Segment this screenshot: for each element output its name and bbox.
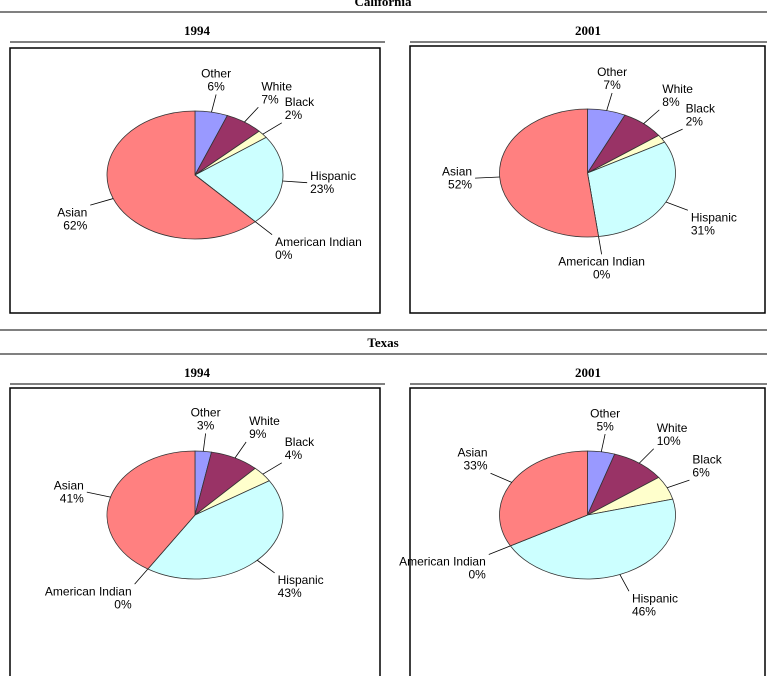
pie-slice [147, 480, 284, 580]
slice-value: 2% [285, 108, 303, 122]
leader-line [488, 545, 511, 555]
slice-value: 3% [197, 419, 215, 433]
leader-line [262, 122, 282, 135]
section-heading: California [354, 0, 412, 9]
leader-line [244, 106, 259, 123]
slice-label: Other [191, 406, 221, 420]
slice-label: White [249, 414, 280, 428]
slice-label: Other [597, 65, 627, 79]
panel-frame [9, 47, 381, 314]
chart-title: 2001 [575, 365, 601, 380]
panel-frame [409, 45, 766, 314]
slice-label: Asian [54, 478, 84, 492]
slice-value: 6% [692, 465, 710, 479]
panel-frame [9, 387, 381, 676]
slice-label: Hispanic [310, 169, 356, 183]
leader-line [90, 198, 114, 206]
slice-value: 0% [593, 267, 611, 281]
slice-label: Asian [57, 205, 87, 219]
slice-value: 0% [114, 597, 132, 611]
slice-label: American Indian [558, 254, 645, 268]
slice-value: 33% [464, 458, 488, 472]
leader-line [606, 92, 613, 111]
slice-value: 6% [207, 80, 225, 94]
pie-slice [194, 136, 284, 223]
chart-title: 2001 [575, 23, 601, 38]
leader-line [666, 479, 690, 489]
leader-line [600, 434, 606, 452]
leader-line [598, 236, 603, 255]
slice-label: Hispanic [691, 210, 737, 224]
leader-line [86, 491, 111, 498]
slice-label: American Indian [399, 555, 486, 569]
slice-value: 0% [468, 568, 486, 582]
slice-label: Black [285, 435, 315, 449]
slice-label: Other [590, 406, 620, 420]
slice-value: 10% [657, 434, 681, 448]
slice-label: American Indian [275, 235, 362, 249]
slice-value: 8% [662, 95, 680, 109]
slice-label: Asian [442, 164, 472, 178]
leader-line [202, 433, 206, 452]
chart-title: 1994 [184, 23, 211, 38]
leader-line [661, 128, 683, 140]
slice-value: 2% [686, 114, 704, 128]
slice-label: Black [285, 95, 315, 109]
leader-line [262, 462, 282, 475]
section-heading: Texas [367, 335, 398, 350]
slice-value: 9% [249, 427, 267, 441]
leader-line [665, 201, 689, 211]
pie-slice [106, 450, 196, 570]
slice-label: White [261, 79, 292, 93]
slice-value: 5% [596, 419, 614, 433]
leader-line [619, 574, 630, 592]
chart-title: 1994 [184, 365, 211, 380]
leader-line [211, 94, 217, 113]
slice-value: 62% [63, 218, 87, 232]
slice-value: 23% [310, 182, 334, 196]
leader-line [643, 109, 660, 124]
slice-label: Black [692, 452, 722, 466]
slice-value: 41% [60, 491, 84, 505]
slice-value: 0% [275, 248, 293, 262]
leader-line [254, 221, 273, 236]
slice-value: 52% [448, 177, 472, 191]
leader-line [256, 559, 275, 574]
slice-label: Other [201, 67, 231, 81]
leader-line [638, 448, 654, 464]
slice-label: Hispanic [278, 573, 324, 587]
slice-value: 7% [603, 78, 621, 92]
slice-label: Asian [458, 445, 488, 459]
pie-slice [499, 450, 588, 547]
slice-value: 31% [691, 223, 715, 237]
leader-line [282, 180, 308, 184]
slice-value: 43% [278, 586, 302, 600]
pie-slice [587, 141, 676, 237]
leader-line [490, 472, 512, 483]
slice-label: White [657, 421, 688, 435]
slice-label: American Indian [45, 584, 132, 598]
leader-line [134, 568, 149, 585]
slice-value: 46% [632, 604, 656, 618]
slice-label: White [662, 82, 693, 96]
slice-label: Hispanic [632, 591, 678, 605]
slice-value: 4% [285, 448, 303, 462]
panel-frame [409, 387, 766, 676]
leader-line [234, 441, 247, 459]
pie-slice [509, 498, 676, 580]
leader-line [475, 176, 500, 179]
slice-value: 7% [261, 92, 279, 106]
pie-slice [499, 108, 599, 238]
slice-label: Black [686, 101, 716, 115]
